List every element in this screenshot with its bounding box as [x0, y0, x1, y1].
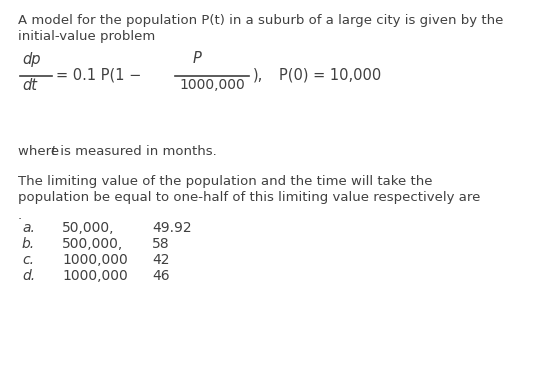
- Text: 500,000,: 500,000,: [62, 237, 123, 251]
- Text: .: .: [18, 209, 22, 222]
- Text: d.: d.: [22, 269, 35, 283]
- Text: 1000,000: 1000,000: [62, 269, 128, 283]
- Text: population be equal to one-half of this limiting value respectively are: population be equal to one-half of this …: [18, 191, 480, 204]
- Text: dt: dt: [22, 78, 37, 93]
- Text: P: P: [192, 51, 202, 66]
- Text: 1000,000: 1000,000: [62, 253, 128, 267]
- Text: = 0.1 P(1 −: = 0.1 P(1 −: [56, 67, 142, 82]
- Text: 58: 58: [152, 237, 169, 251]
- Text: P(0) = 10,000: P(0) = 10,000: [279, 67, 381, 82]
- Text: initial-value problem: initial-value problem: [18, 30, 155, 43]
- Text: A model for the population P(t) in a suburb of a large city is given by the: A model for the population P(t) in a sub…: [18, 14, 503, 27]
- Text: is measured in months.: is measured in months.: [56, 145, 217, 158]
- Text: 50,000,: 50,000,: [62, 221, 115, 235]
- Text: dp: dp: [22, 52, 41, 67]
- Text: The limiting value of the population and the time will take the: The limiting value of the population and…: [18, 175, 433, 188]
- Text: 49.92: 49.92: [152, 221, 192, 235]
- Text: b.: b.: [22, 237, 35, 251]
- Text: 46: 46: [152, 269, 169, 283]
- Text: ),: ),: [253, 67, 263, 82]
- Text: t: t: [50, 145, 55, 158]
- Text: a.: a.: [22, 221, 35, 235]
- Text: where: where: [18, 145, 63, 158]
- Text: 42: 42: [152, 253, 169, 267]
- Text: c.: c.: [22, 253, 34, 267]
- Text: 1000,000: 1000,000: [179, 78, 245, 92]
